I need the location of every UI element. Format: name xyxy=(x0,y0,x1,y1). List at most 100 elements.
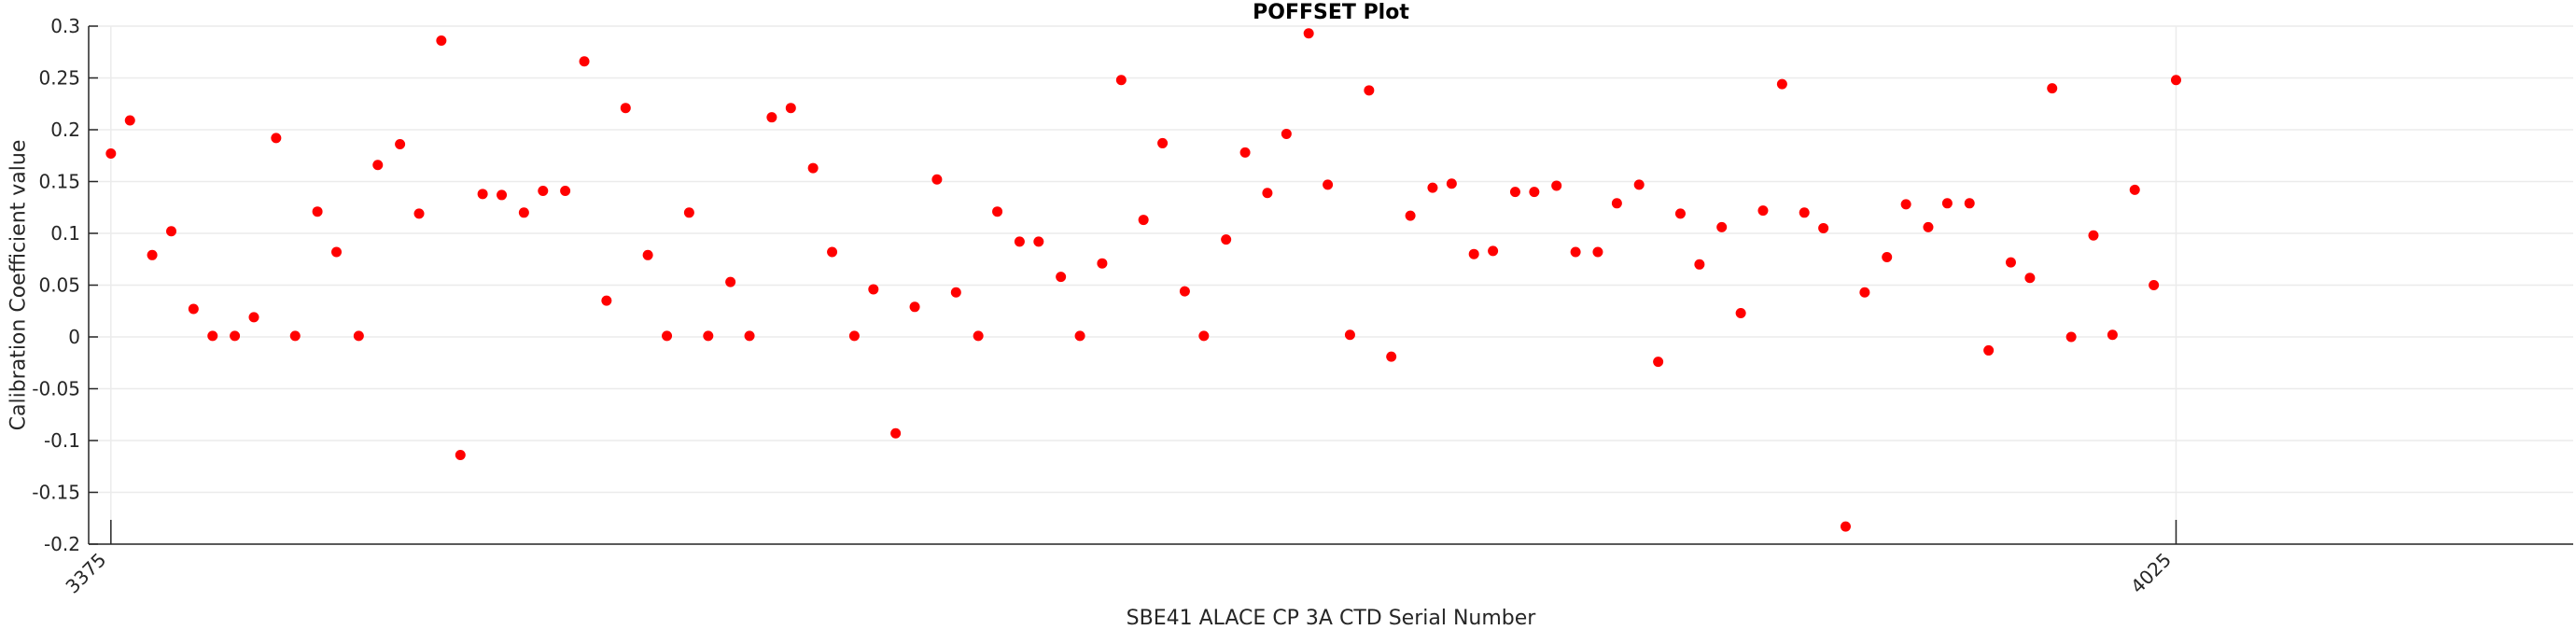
y-tick-label: 0.2 xyxy=(50,119,80,141)
data-point xyxy=(725,276,736,287)
data-point xyxy=(560,185,571,196)
data-point xyxy=(248,312,259,323)
data-point xyxy=(1964,198,1975,209)
data-point xyxy=(1611,198,1622,209)
data-point xyxy=(230,330,241,342)
data-point xyxy=(1405,210,1416,221)
data-point xyxy=(372,160,384,171)
data-point xyxy=(1923,221,1934,232)
data-point xyxy=(538,185,549,196)
data-point xyxy=(1344,329,1355,341)
y-tick-label: 0.05 xyxy=(38,274,80,297)
data-point xyxy=(188,303,199,315)
data-point xyxy=(868,284,879,295)
data-point xyxy=(477,189,488,200)
data-point xyxy=(992,206,1003,217)
data-point xyxy=(1056,272,1067,283)
data-point xyxy=(1488,245,1499,257)
data-point xyxy=(207,330,218,342)
data-point xyxy=(1529,187,1540,198)
data-point xyxy=(395,139,406,150)
y-tick-label: -0.1 xyxy=(44,429,80,452)
data-point xyxy=(1157,137,1169,148)
x-axis-label: SBE41 ALACE CP 3A CTD Serial Number xyxy=(1127,607,1537,630)
data-point xyxy=(2065,331,2077,343)
data-point xyxy=(2107,329,2118,341)
data-point xyxy=(1633,179,1645,190)
data-point xyxy=(601,295,612,306)
data-point xyxy=(1592,246,1603,258)
y-tick-label: -0.15 xyxy=(32,482,80,504)
data-point xyxy=(413,208,425,219)
data-point xyxy=(271,133,282,144)
data-point xyxy=(848,330,860,342)
data-point xyxy=(683,207,694,218)
data-point xyxy=(105,148,117,160)
data-point xyxy=(497,189,508,201)
data-point xyxy=(2170,75,2181,86)
data-point xyxy=(1983,344,1995,356)
data-point xyxy=(1138,215,1149,226)
data-point xyxy=(312,206,323,217)
data-point xyxy=(620,103,631,114)
data-point xyxy=(1551,180,1562,191)
data-point xyxy=(973,330,984,342)
data-point xyxy=(2005,257,2016,268)
data-point xyxy=(1570,246,1581,258)
data-point xyxy=(1799,207,1810,218)
data-point xyxy=(2149,280,2160,290)
data-points xyxy=(105,28,2181,532)
data-point xyxy=(289,330,301,342)
data-point xyxy=(436,35,447,47)
data-point xyxy=(1198,330,1210,342)
y-tick-label: 0.15 xyxy=(38,171,80,193)
data-point xyxy=(1427,182,1438,193)
data-point xyxy=(1446,178,1457,189)
data-point xyxy=(331,246,343,258)
data-point xyxy=(1115,75,1127,86)
data-point xyxy=(1776,78,1787,90)
y-tick-label: 0.25 xyxy=(38,67,80,90)
data-point xyxy=(785,103,796,114)
data-point xyxy=(1757,205,1769,217)
data-point xyxy=(1281,128,1292,139)
data-point xyxy=(950,287,961,298)
data-point xyxy=(1882,252,1893,263)
y-tick-label: -0.05 xyxy=(32,378,80,400)
data-point xyxy=(579,56,590,67)
data-point xyxy=(1262,188,1273,199)
data-point xyxy=(1097,258,1108,269)
data-point xyxy=(827,246,838,258)
data-point xyxy=(518,207,529,218)
data-point xyxy=(1468,248,1479,259)
data-point xyxy=(1179,286,1190,297)
y-tick-label: 0.3 xyxy=(50,15,80,37)
data-point xyxy=(353,330,364,342)
data-point xyxy=(1364,85,1375,96)
data-point xyxy=(1014,236,1025,247)
data-point xyxy=(124,115,135,126)
y-axis-ticks: -0.2 -0.15 -0.1 -0.05 0 0.05 0.1 0.15 0.2 0.25 0.3 xyxy=(32,15,98,555)
data-point xyxy=(1509,187,1520,198)
data-point xyxy=(890,427,902,439)
data-point xyxy=(807,162,819,174)
data-point xyxy=(455,450,466,461)
data-point xyxy=(703,330,714,342)
y-axis-label: Calibration Coefficient value xyxy=(7,140,31,431)
data-point xyxy=(1074,330,1085,342)
data-point xyxy=(1303,28,1314,39)
data-point xyxy=(1694,259,1705,270)
data-point xyxy=(1674,208,1686,219)
data-point xyxy=(909,301,920,313)
y-tick-label: 0.1 xyxy=(50,222,80,245)
data-point xyxy=(1323,179,1334,190)
data-point xyxy=(1840,521,1851,532)
chart-title: POFFSET Plot xyxy=(1253,1,1409,24)
data-point xyxy=(1033,236,1044,247)
data-point xyxy=(931,174,943,185)
data-point xyxy=(2047,83,2058,94)
data-point xyxy=(1818,222,1829,233)
y-tick-label: 0 xyxy=(68,326,80,348)
data-point xyxy=(662,330,673,342)
y-tick-label: -0.2 xyxy=(44,533,80,555)
